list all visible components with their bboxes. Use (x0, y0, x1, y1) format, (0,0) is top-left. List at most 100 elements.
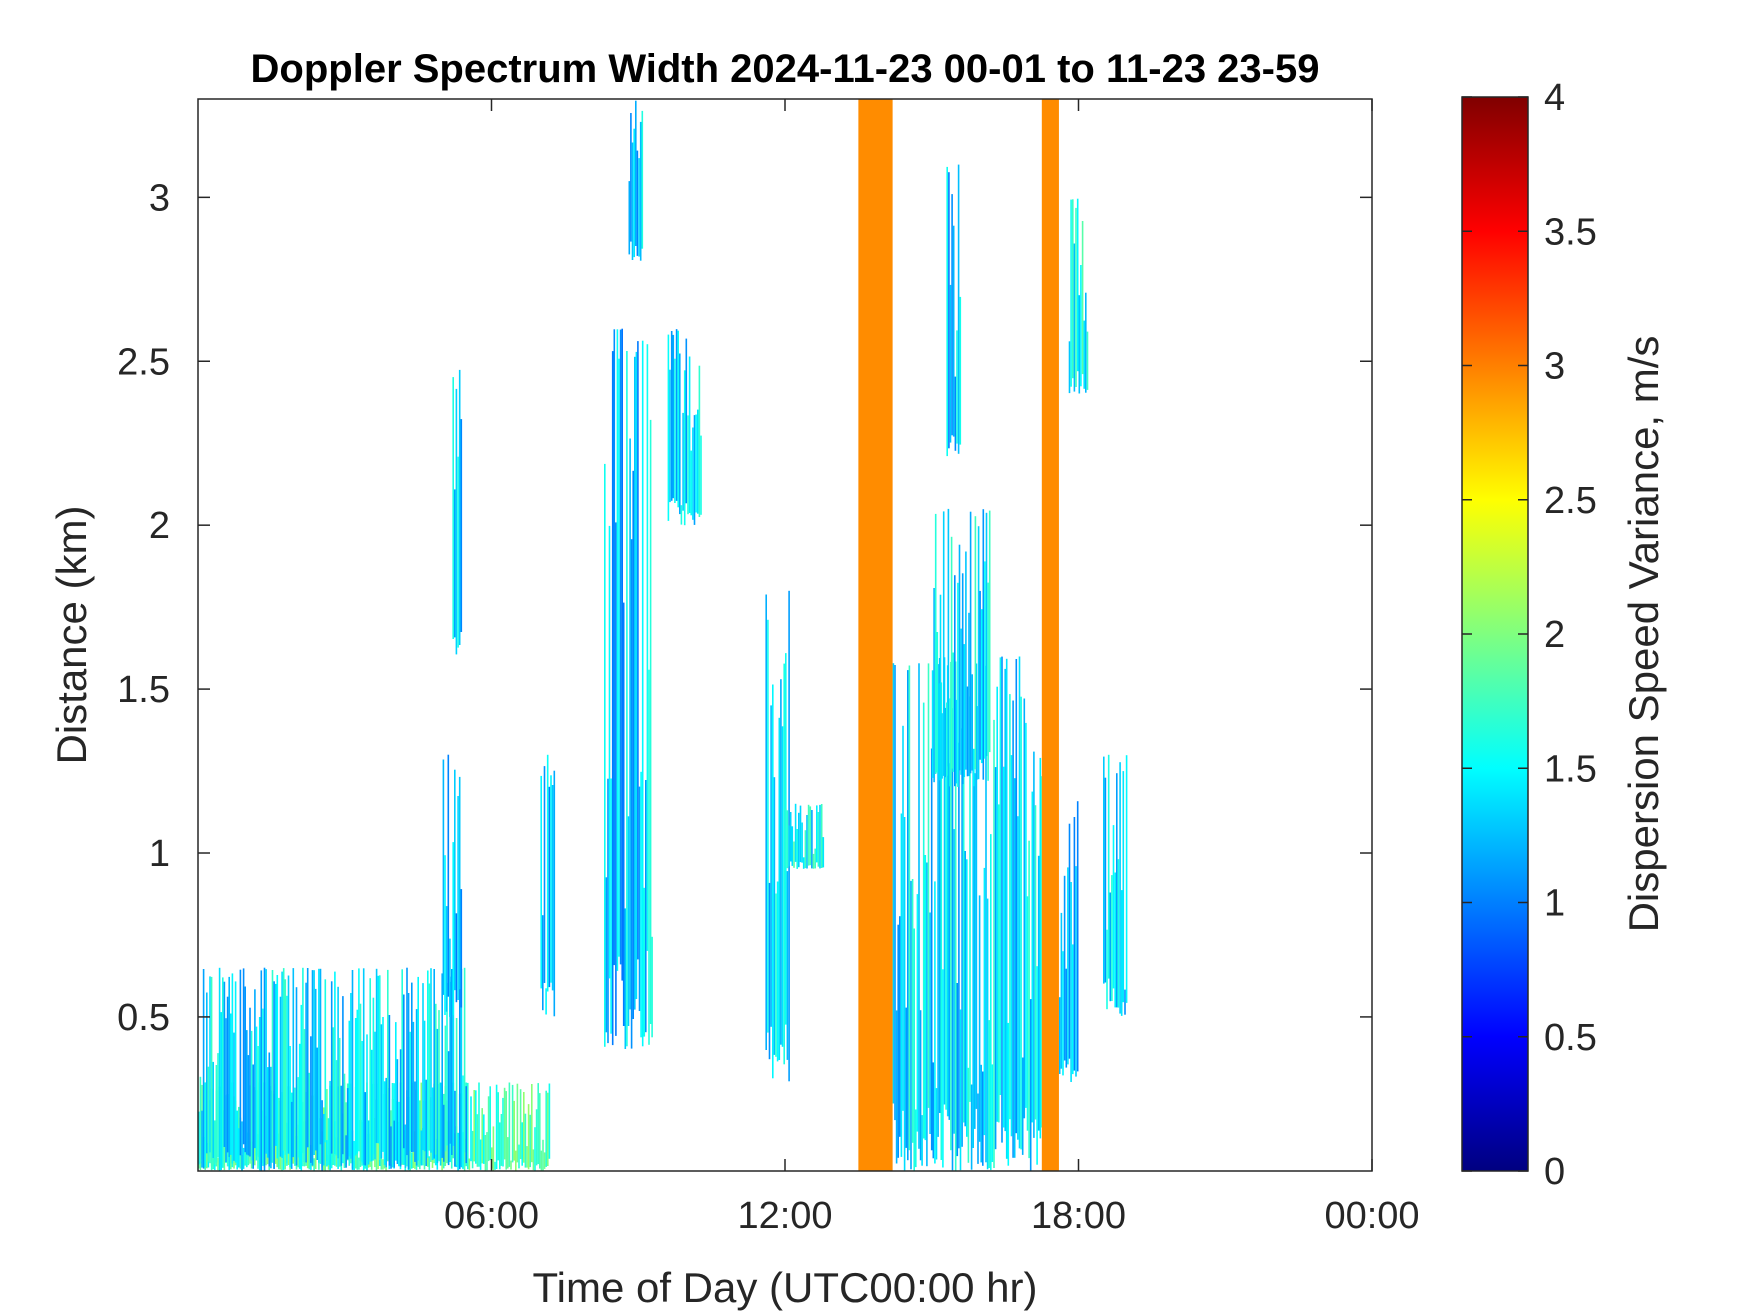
y-tick-label: 2.5 (117, 341, 170, 383)
echo-streak (436, 1028, 439, 1164)
echo-streak (1103, 756, 1105, 984)
echo-streak (412, 1021, 415, 1152)
echo-streak (438, 1010, 440, 1162)
echo-streak (422, 983, 424, 1150)
echo-streak (934, 513, 937, 774)
echo-streak (276, 975, 279, 1159)
echo-streak (449, 981, 451, 1144)
echo-streak (954, 376, 957, 451)
echo-streak (442, 759, 445, 995)
echo-streak (209, 976, 211, 1153)
echo-streak (298, 1043, 301, 1167)
echo-streak (217, 1053, 219, 1158)
echo-streak (435, 1003, 437, 1155)
echo-streak (634, 356, 636, 1010)
echo-streak (1013, 778, 1016, 1158)
echo-streak (936, 632, 939, 773)
echo-streak (273, 981, 275, 1169)
echo-streak (370, 1159, 373, 1170)
echo-region (1058, 801, 1079, 1082)
echo-streak (943, 657, 946, 1105)
echo-streak (959, 1009, 962, 1171)
echo-streak (947, 508, 950, 767)
echo-streak (979, 590, 981, 760)
echo-streak (957, 582, 959, 787)
echo-streak (982, 1071, 984, 1166)
echo-streak (685, 338, 688, 504)
echo-streak (282, 968, 285, 1151)
echo-streak (513, 1100, 515, 1161)
echo-streak (526, 1146, 528, 1168)
echo-streak (295, 987, 298, 1166)
echo-streak (239, 969, 242, 1156)
echo-streak (318, 1160, 320, 1170)
echo-streak (775, 893, 777, 1057)
echo-streak (1114, 872, 1116, 1008)
echo-streak (1063, 875, 1066, 1061)
echo-streak (819, 804, 821, 869)
echo-streak (207, 1066, 210, 1162)
echo-streak (988, 1020, 990, 1168)
echo-streak (356, 1009, 359, 1154)
echo-streak (358, 968, 360, 1152)
echo-streak (319, 968, 322, 1145)
echo-streak (503, 1087, 506, 1160)
echo-streak (395, 1022, 397, 1151)
echo-streak (970, 1084, 973, 1170)
echo-streak (489, 1086, 491, 1161)
echo-streak (982, 509, 985, 780)
echo-streak (897, 924, 899, 1158)
echo-streak (651, 936, 653, 1038)
echo-streak (903, 817, 906, 1171)
echo-streak (999, 657, 1002, 1095)
echo-streak (369, 978, 371, 1162)
echo-streak (1029, 999, 1032, 1171)
echo-streak (473, 1090, 475, 1162)
echo-streak (1107, 754, 1110, 979)
echo-streak (511, 1084, 514, 1163)
echo-streak (199, 1161, 202, 1170)
echo-streak (899, 916, 901, 1137)
echo-streak (1001, 656, 1003, 1143)
echo-streak (924, 855, 927, 1141)
echo-streak (380, 1024, 383, 1159)
echo-streak (956, 330, 958, 444)
echo-streak (233, 1032, 235, 1161)
echo-streak (458, 369, 461, 645)
echo-streak (302, 967, 304, 1153)
echo-streak (908, 665, 911, 1151)
echo-streak (918, 663, 920, 1149)
echo-streak (313, 1158, 315, 1171)
echo-streak (428, 983, 431, 1151)
echo-streak (287, 975, 290, 1154)
echo-streak (206, 992, 208, 1154)
echo-streak (451, 969, 453, 1155)
echo-streak (1083, 320, 1085, 389)
echo-streak (548, 1083, 551, 1159)
echo-streak (770, 705, 772, 1027)
saturated-band (858, 99, 893, 1171)
echo-streak (431, 1087, 434, 1161)
echo-streak (605, 877, 608, 1033)
echo-streak (327, 1118, 330, 1166)
echo-streak (991, 1064, 994, 1162)
echo-streak (1023, 698, 1026, 1119)
echo-streak (894, 665, 896, 1121)
y-tick-label: 1 (149, 833, 170, 875)
echo-region (628, 100, 644, 261)
echo-streak (1116, 773, 1118, 1008)
echo-streak (670, 331, 673, 501)
echo-region (452, 369, 463, 655)
echo-streak (636, 150, 639, 256)
echo-streak (447, 754, 450, 997)
echo-streak (334, 971, 336, 1154)
echo-streak (626, 351, 628, 1047)
echo-streak (621, 328, 623, 981)
echo-streak (468, 1158, 471, 1170)
echo-streak (1078, 295, 1081, 394)
echo-streak (346, 1088, 349, 1160)
echo-streak (913, 928, 915, 1171)
echo-streak (539, 1093, 541, 1169)
echo-streak (338, 1037, 341, 1160)
echo-streak (980, 1064, 982, 1163)
